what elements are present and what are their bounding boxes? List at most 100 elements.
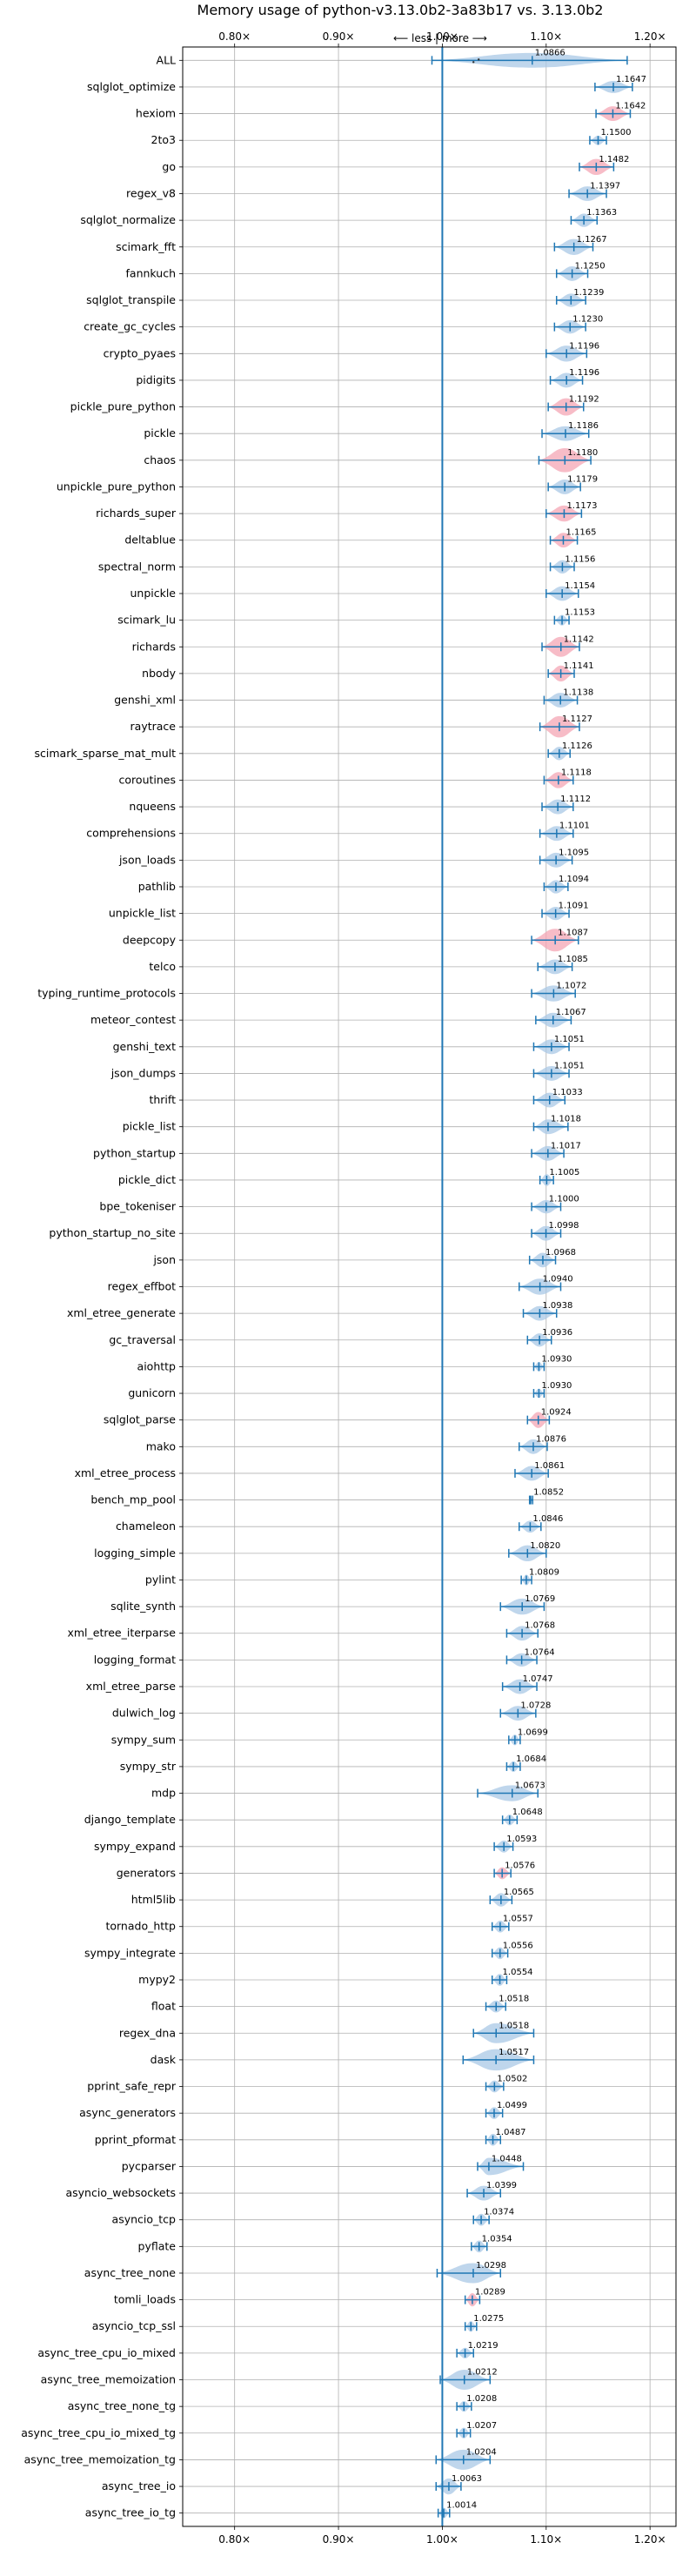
category-label: richards_super <box>96 506 177 520</box>
value-label: 1.0820 <box>530 1541 560 1551</box>
violin-xml_etree_generate <box>522 1305 558 1321</box>
category-label: create_gc_cycles <box>84 320 176 333</box>
violin-dask <box>462 2049 535 2071</box>
category-label: regex_dna <box>119 2026 176 2039</box>
value-label: 1.0576 <box>505 1861 535 1870</box>
violin-telco <box>537 959 573 975</box>
value-label: 1.1087 <box>558 928 588 937</box>
value-label: 1.0809 <box>529 1567 559 1577</box>
x-tick-label-bottom: 0.90× <box>323 2533 355 2546</box>
violin-go <box>579 158 615 176</box>
violin-regex_dna <box>472 2023 535 2043</box>
value-label: 1.0861 <box>534 1461 565 1471</box>
value-label: 1.1196 <box>569 368 599 378</box>
category-label: sympy_sum <box>111 1733 176 1746</box>
value-label: 1.0930 <box>541 1381 572 1391</box>
value-label: 1.0487 <box>496 2128 526 2137</box>
value-label: 1.1250 <box>575 261 606 271</box>
value-label: 1.0866 <box>535 48 566 57</box>
value-label: 1.0930 <box>541 1354 572 1364</box>
category-label: async_tree_none <box>84 2266 177 2279</box>
category-label: django_template <box>84 1813 177 1826</box>
violin-json_dumps <box>532 1066 570 1081</box>
category-label: pylint <box>145 1573 176 1586</box>
category-label: python_startup_no_site <box>49 1226 176 1239</box>
category-label: mako <box>146 1439 176 1452</box>
value-label: 1.1112 <box>560 795 591 804</box>
violin-typing_runtime_protocols <box>531 985 576 1002</box>
violin-pycparser <box>477 2157 525 2176</box>
category-label: sqlite_synth <box>110 1600 176 1613</box>
category-label: gunicorn <box>128 1386 176 1399</box>
value-label: 1.1363 <box>586 208 617 218</box>
x-tick-label-top: 0.80× <box>218 30 251 43</box>
violin-unpickle_pure_python <box>547 480 581 494</box>
violin-async_generators <box>485 2107 504 2120</box>
category-label: genshi_xml <box>114 694 176 707</box>
category-label: pprint_pformat <box>95 2133 176 2146</box>
category-label: raytrace <box>130 720 177 733</box>
category-label: html5lib <box>131 1893 176 1906</box>
violin-gc_traversal <box>526 1333 552 1347</box>
category-label: pickle_dict <box>118 1173 176 1186</box>
violin-async_tree_io_tg <box>437 2507 451 2519</box>
violin-scimark_fft <box>553 238 594 255</box>
value-label: 1.1647 <box>616 75 646 84</box>
category-label: mypy2 <box>138 1973 176 1986</box>
category-label: spectral_norm <box>98 560 176 573</box>
outlier-dot <box>472 61 475 64</box>
category-label: sympy_integrate <box>84 1946 176 1959</box>
value-label: 1.0212 <box>467 2368 498 2378</box>
value-label: 1.0207 <box>466 2421 497 2431</box>
x-tick-label-top: 1.00× <box>426 30 458 43</box>
violin-sympy_integrate <box>491 1947 509 1960</box>
value-label: 1.0517 <box>499 2048 529 2057</box>
category-label: async_tree_memoization_tg <box>24 2452 176 2465</box>
value-label: 1.0554 <box>503 1968 533 1977</box>
violin-regex_v8 <box>568 186 607 201</box>
value-label: 1.1180 <box>567 448 598 458</box>
category-label: fannkuch <box>126 266 176 279</box>
value-label: 1.1230 <box>572 315 603 325</box>
violin-thrift <box>532 1092 566 1108</box>
violin-2to3 <box>589 135 607 145</box>
value-label: 1.0768 <box>525 1621 555 1631</box>
violin-richards <box>541 636 580 657</box>
violin-json_loads <box>539 852 573 868</box>
category-label: python_startup <box>93 1146 176 1159</box>
violin-ALL <box>431 52 628 68</box>
violin-async_tree_none <box>436 2263 502 2284</box>
category-label: scimark_fft <box>116 240 176 253</box>
value-label: 1.1482 <box>599 155 629 164</box>
value-label: 1.0518 <box>499 2021 529 2030</box>
value-label: 1.1141 <box>564 661 594 671</box>
violin-create_gc_cycles <box>553 320 586 334</box>
violin-regex_effbot <box>519 1278 562 1295</box>
category-label: async_tree_cpu_io_mixed_tg <box>21 2426 176 2439</box>
category-label: pathlib <box>138 880 176 893</box>
value-label: 1.0275 <box>473 2314 504 2324</box>
category-label: json <box>152 1253 176 1266</box>
value-label: 1.1642 <box>615 102 646 111</box>
value-label: 1.0499 <box>497 2101 527 2110</box>
violin-dulwich_log <box>499 1706 537 1721</box>
value-label: 1.0374 <box>484 2208 514 2217</box>
violin-python_startup_no_site <box>531 1225 562 1241</box>
category-label: json_loads <box>118 853 176 866</box>
category-label: comprehensions <box>86 827 176 840</box>
value-label: 1.1179 <box>567 474 598 484</box>
value-label: 1.0936 <box>542 1328 572 1338</box>
value-label: 1.1091 <box>559 902 589 911</box>
violin-pprint_pformat <box>485 2133 502 2146</box>
value-label: 1.0298 <box>476 2261 506 2271</box>
value-label: 1.1018 <box>551 1115 581 1124</box>
violin-sqlglot_optimize <box>594 81 633 93</box>
value-label: 1.0924 <box>541 1408 572 1418</box>
violin-pickle_pure_python <box>547 398 585 416</box>
category-label: crypto_pyaes <box>104 346 176 359</box>
category-label: sqlglot_parse <box>104 1413 176 1426</box>
x-tick-label-top: 1.20× <box>634 30 666 43</box>
violin-json <box>528 1252 557 1268</box>
violins <box>431 52 633 2519</box>
violin-sqlglot_normalize <box>570 213 599 227</box>
